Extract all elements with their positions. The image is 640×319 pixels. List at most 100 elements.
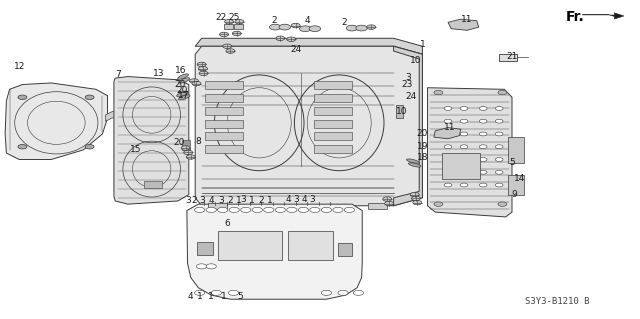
Text: Fr.: Fr.: [566, 10, 584, 24]
Circle shape: [189, 79, 198, 83]
Bar: [314, 94, 352, 102]
Text: 4: 4: [305, 16, 310, 25]
Circle shape: [412, 196, 420, 201]
Circle shape: [184, 150, 193, 155]
Text: 23: 23: [401, 80, 413, 89]
Circle shape: [211, 290, 221, 295]
Bar: [182, 140, 190, 150]
Text: 14: 14: [514, 174, 525, 183]
Text: 22: 22: [215, 13, 227, 22]
Circle shape: [479, 145, 487, 149]
Circle shape: [346, 25, 358, 31]
Circle shape: [479, 107, 487, 110]
Circle shape: [226, 49, 235, 53]
Text: 25: 25: [228, 13, 239, 22]
Text: 10: 10: [396, 107, 407, 116]
Polygon shape: [106, 112, 128, 121]
Circle shape: [275, 207, 285, 212]
Text: 3: 3: [293, 195, 298, 204]
Text: 1: 1: [197, 292, 202, 300]
Polygon shape: [394, 46, 422, 206]
Text: 11: 11: [461, 15, 473, 24]
Circle shape: [338, 290, 348, 295]
Circle shape: [228, 290, 239, 295]
Bar: [205, 94, 243, 102]
Polygon shape: [187, 204, 362, 299]
Text: 2: 2: [259, 197, 264, 205]
Bar: [205, 132, 243, 140]
Polygon shape: [582, 13, 624, 19]
Bar: [338, 243, 352, 256]
Ellipse shape: [179, 95, 190, 100]
Circle shape: [460, 170, 468, 174]
Circle shape: [321, 290, 332, 295]
Text: 2: 2: [228, 197, 233, 205]
Circle shape: [460, 119, 468, 123]
Text: 17: 17: [178, 91, 189, 100]
Circle shape: [199, 71, 208, 76]
Circle shape: [444, 107, 452, 110]
Circle shape: [353, 290, 364, 295]
Circle shape: [85, 145, 94, 149]
Circle shape: [333, 207, 343, 212]
Text: 7: 7: [116, 70, 121, 79]
Circle shape: [218, 207, 228, 212]
Circle shape: [410, 192, 419, 197]
Circle shape: [495, 132, 503, 136]
Circle shape: [356, 25, 367, 31]
Bar: [205, 81, 243, 89]
Circle shape: [206, 264, 216, 269]
Circle shape: [300, 26, 311, 32]
Text: 4: 4: [301, 195, 307, 204]
Bar: [288, 231, 333, 260]
Circle shape: [321, 207, 332, 212]
Circle shape: [444, 119, 452, 123]
Bar: [144, 181, 162, 188]
Circle shape: [198, 66, 207, 71]
Text: S3Y3-B1210 B: S3Y3-B1210 B: [525, 297, 589, 306]
Circle shape: [223, 44, 232, 48]
Bar: [499, 54, 517, 61]
Circle shape: [225, 19, 234, 24]
Text: 5: 5: [237, 292, 243, 300]
Text: 1: 1: [209, 292, 214, 300]
Text: 3: 3: [219, 197, 224, 205]
Bar: [218, 231, 282, 260]
Circle shape: [279, 24, 291, 30]
Circle shape: [479, 119, 487, 123]
Circle shape: [298, 207, 308, 212]
Circle shape: [18, 145, 27, 149]
Circle shape: [229, 207, 239, 212]
Text: 10: 10: [410, 56, 422, 65]
Circle shape: [206, 207, 216, 212]
Text: 16: 16: [175, 66, 186, 75]
Polygon shape: [114, 77, 189, 204]
Circle shape: [434, 90, 443, 95]
Text: 1: 1: [268, 197, 273, 205]
Circle shape: [495, 158, 503, 161]
Circle shape: [495, 145, 503, 149]
Text: 3: 3: [310, 195, 315, 204]
Circle shape: [460, 145, 468, 149]
Bar: [208, 203, 227, 209]
Ellipse shape: [178, 74, 188, 79]
Text: 20: 20: [417, 130, 428, 138]
Text: 8: 8: [196, 137, 201, 146]
Bar: [205, 107, 243, 115]
Circle shape: [264, 207, 274, 212]
Text: 11: 11: [444, 123, 456, 132]
Text: 15: 15: [130, 145, 141, 154]
Circle shape: [413, 200, 422, 205]
Text: 2: 2: [271, 16, 276, 25]
Text: 2: 2: [192, 197, 197, 205]
Bar: [314, 132, 352, 140]
Circle shape: [444, 158, 452, 161]
Circle shape: [444, 170, 452, 174]
Polygon shape: [5, 83, 108, 160]
Circle shape: [181, 146, 190, 150]
Circle shape: [291, 23, 300, 28]
Polygon shape: [195, 46, 422, 206]
Ellipse shape: [179, 78, 189, 83]
Bar: [314, 81, 352, 89]
Text: 4: 4: [285, 195, 291, 204]
